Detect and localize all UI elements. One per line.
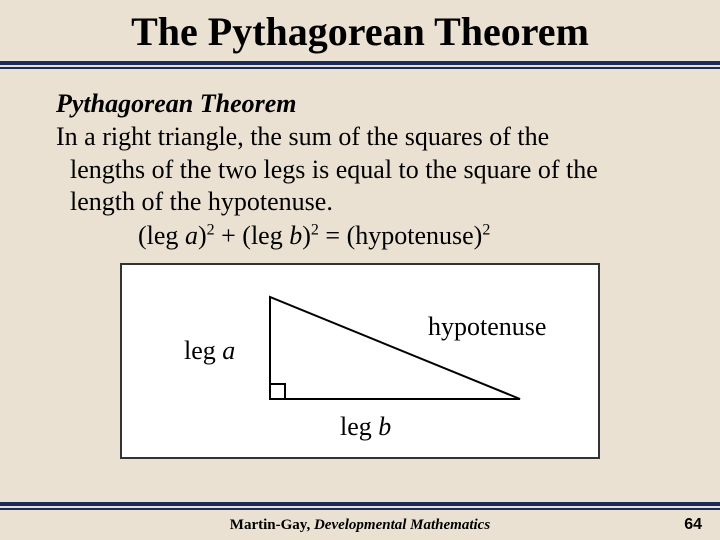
slide: The Pythagorean Theorem Pythagorean Theo…	[0, 0, 720, 540]
body-text: In a right triangle, the sum of the squa…	[56, 121, 664, 219]
footer-book: Developmental Mathematics	[314, 517, 490, 533]
diagram-leg-b-label: leg b	[340, 412, 391, 441]
body-line-2: lengths of the two legs is equal to the …	[56, 154, 664, 187]
formula-var-a: a	[185, 221, 198, 250]
footer-rule-thin	[0, 508, 720, 510]
diagram-wrap: leg a hypotenuse leg b	[56, 263, 664, 464]
formula-leg2-label: leg	[251, 221, 283, 250]
subheading: Pythagorean Theorem	[56, 89, 664, 119]
formula-hyp-label: hypotenuse	[355, 221, 473, 250]
formula: (leg a)2 + (leg b)2 = (hypotenuse)2	[56, 221, 664, 251]
diagram-box: leg a hypotenuse leg b	[120, 263, 600, 459]
body-line-3: length of the hypotenuse.	[56, 186, 664, 219]
footer-text: Martin-Gay, Developmental Mathematics	[0, 517, 720, 534]
formula-plus: +	[215, 221, 243, 250]
diagram-hypotenuse-label: hypotenuse	[428, 312, 546, 341]
title-area: The Pythagorean Theorem	[0, 0, 720, 61]
diagram-leg-a-label: leg a	[184, 336, 235, 365]
footer-rule-thick	[0, 502, 720, 506]
formula-leg1-label: leg	[147, 221, 179, 250]
formula-eq: =	[319, 221, 347, 250]
body-line-1: In a right triangle, the sum of the squa…	[56, 122, 549, 151]
right-angle-marker	[270, 384, 285, 399]
title-rule-thick	[0, 61, 720, 65]
page-title: The Pythagorean Theorem	[40, 8, 680, 55]
footer-author: Martin-Gay,	[230, 517, 314, 533]
triangle-diagram: leg a hypotenuse leg b	[150, 279, 570, 447]
page-number: 64	[684, 516, 702, 534]
formula-var-b: b	[289, 221, 302, 250]
content-area: Pythagorean Theorem In a right triangle,…	[0, 69, 720, 474]
